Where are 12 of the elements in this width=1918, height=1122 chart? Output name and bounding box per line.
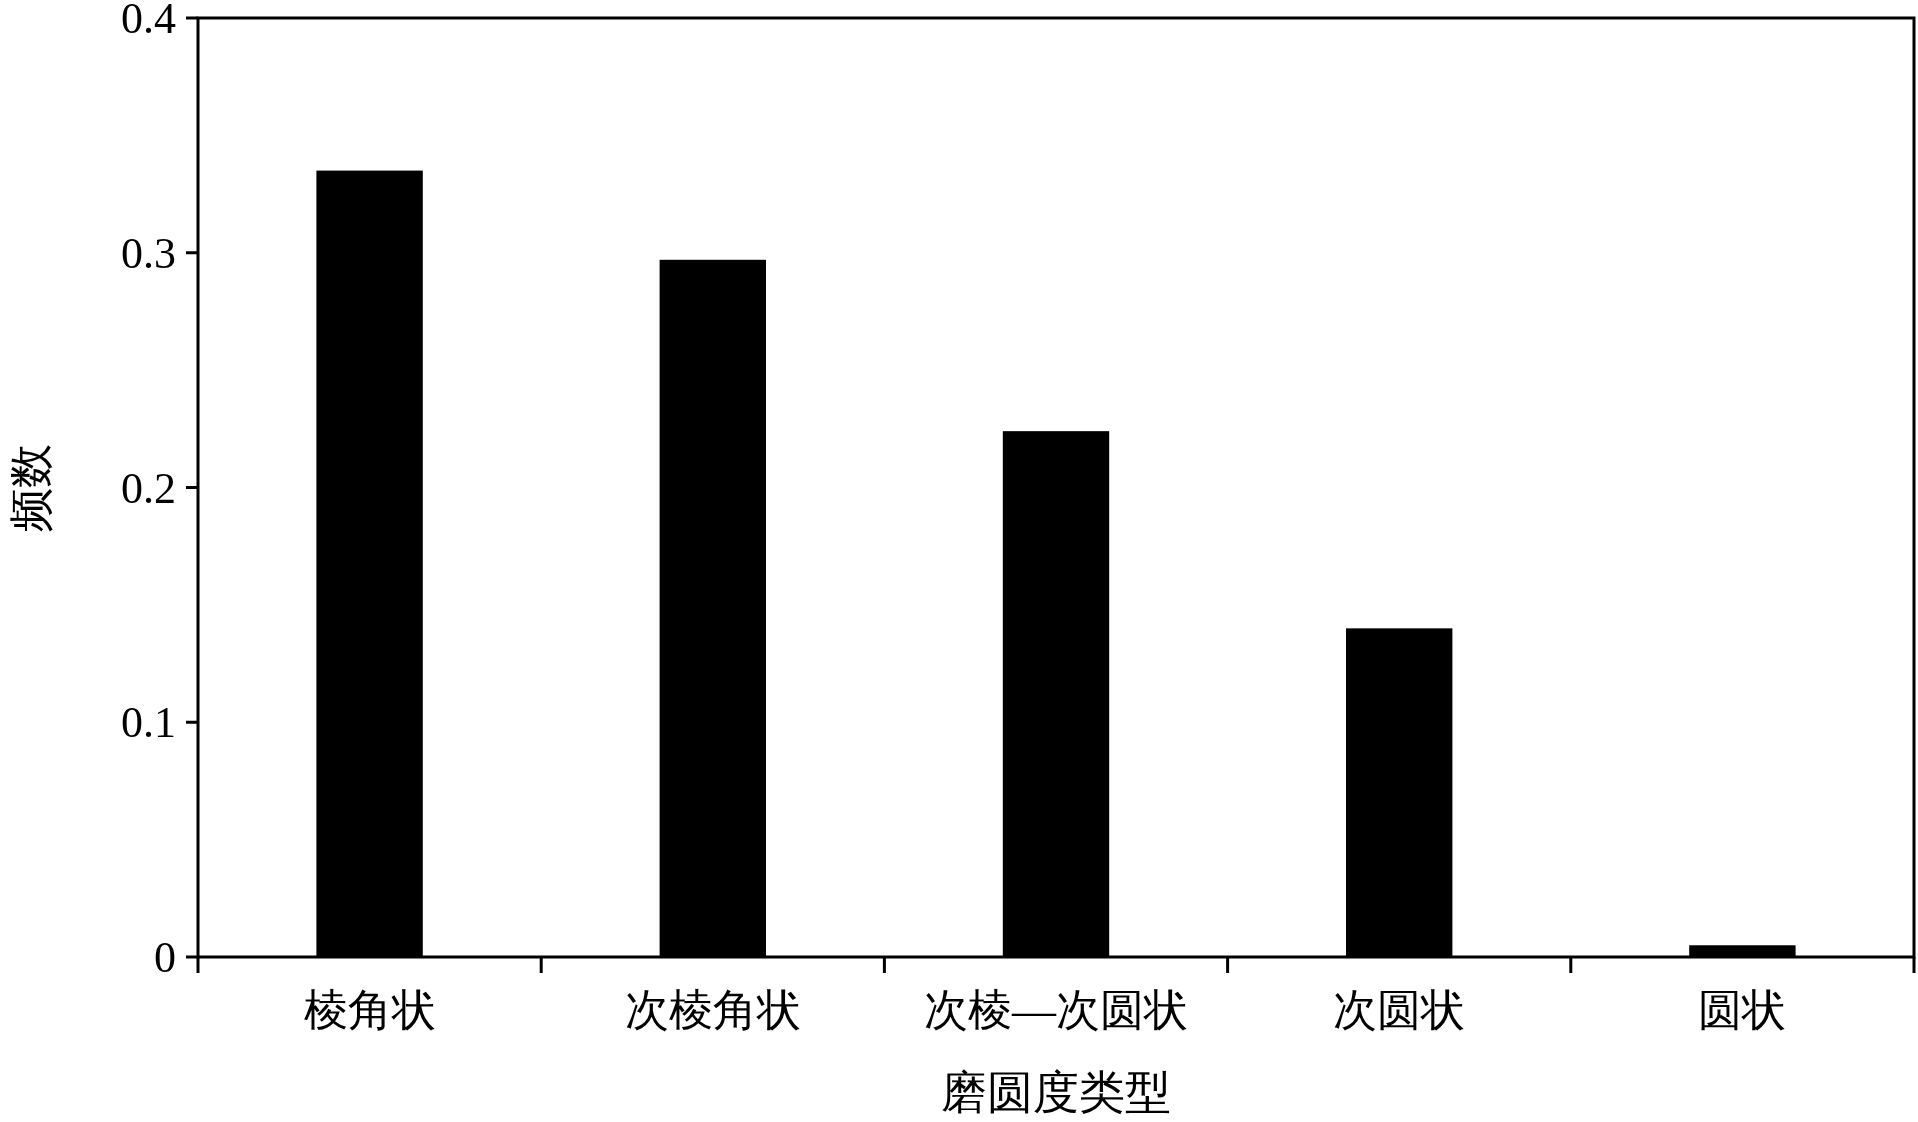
y-tick-label: 0.4 (121, 0, 176, 43)
x-tick-label: 圆状 (1698, 986, 1787, 1035)
x-tick-label: 次棱角状 (624, 986, 801, 1035)
y-axis-title: 频数 (7, 443, 56, 532)
x-tick-label: 次圆状 (1333, 986, 1466, 1035)
x-tick-label: 棱角状 (303, 986, 436, 1035)
y-tick-label: 0.3 (121, 228, 176, 278)
y-tick-label: 0.2 (121, 463, 176, 513)
x-axis-title: 磨圆度类型 (941, 1067, 1171, 1118)
y-tick-label: 0.1 (121, 698, 176, 748)
x-tick-label: 次棱—次圆状 (924, 986, 1188, 1035)
y-tick-label: 0 (154, 933, 176, 982)
